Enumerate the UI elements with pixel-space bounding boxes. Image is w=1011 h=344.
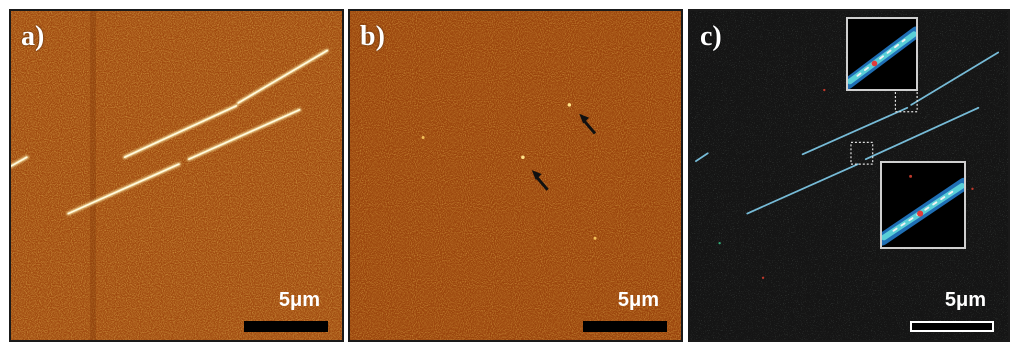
scale-bar-b — [583, 321, 667, 332]
arrow-icon — [579, 113, 597, 135]
scale-bar-a — [244, 321, 328, 332]
scale-label-c: 5μm — [944, 289, 986, 311]
panel-label-a: a) — [21, 21, 45, 52]
scale-label-b: 5μm — [617, 289, 659, 311]
panel-label-b: b) — [360, 21, 385, 52]
panel-a: a) 5μm — [9, 9, 344, 342]
arrow-icon — [531, 170, 549, 191]
panel-b: b) 5μm — [348, 9, 683, 342]
zoom-inset-top — [846, 17, 918, 91]
zoom-inset-bottom — [880, 161, 966, 249]
afm-image-b — [350, 11, 681, 340]
panel-c: c) 5μm — [688, 9, 1010, 342]
afm-image-a — [11, 11, 342, 340]
scale-label-a: 5μm — [278, 289, 320, 311]
panel-label-c: c) — [700, 21, 722, 52]
scale-bar-c — [910, 321, 994, 332]
